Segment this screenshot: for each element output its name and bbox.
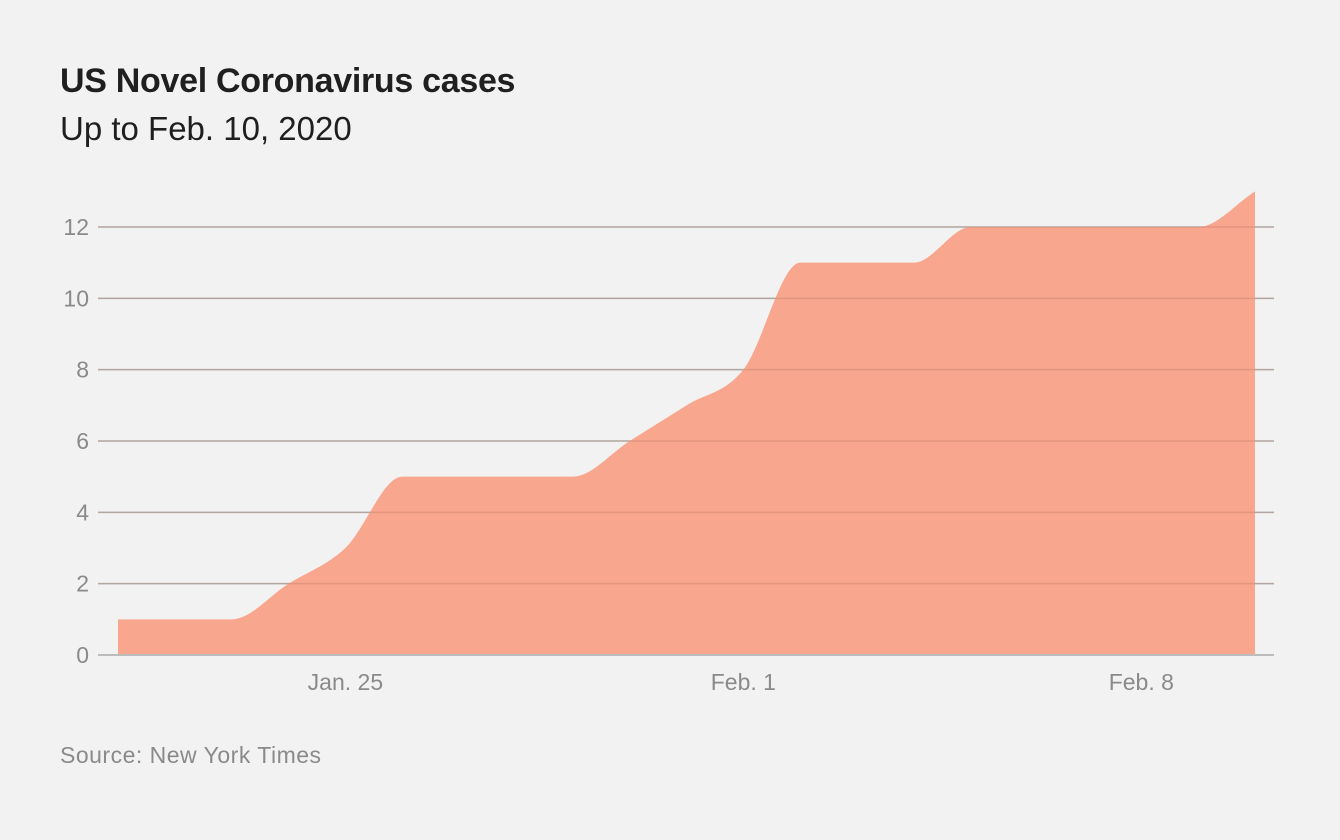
cases-area [118, 191, 1255, 656]
source-note: Source: New York Times [60, 742, 322, 768]
y-axis: 0 2 4 6 8 10 12 [63, 214, 89, 668]
y-tick-label: 10 [63, 285, 89, 311]
y-tick-label: 12 [63, 214, 89, 240]
x-axis: Jan. 25 Feb. 1 Feb. 8 [308, 669, 1174, 695]
x-tick-label: Jan. 25 [308, 669, 383, 695]
y-tick-label: 2 [76, 571, 89, 597]
y-tick-label: 4 [76, 499, 89, 525]
chart-title: US Novel Coronavirus cases [60, 62, 516, 100]
y-tick-label: 0 [76, 642, 89, 668]
y-tick-label: 6 [76, 428, 89, 454]
x-tick-label: Feb. 1 [711, 669, 776, 695]
area-series [98, 191, 1274, 656]
x-tick-label: Feb. 8 [1109, 669, 1174, 695]
chart-subtitle: Up to Feb. 10, 2020 [60, 110, 352, 147]
y-tick-label: 8 [76, 357, 89, 383]
